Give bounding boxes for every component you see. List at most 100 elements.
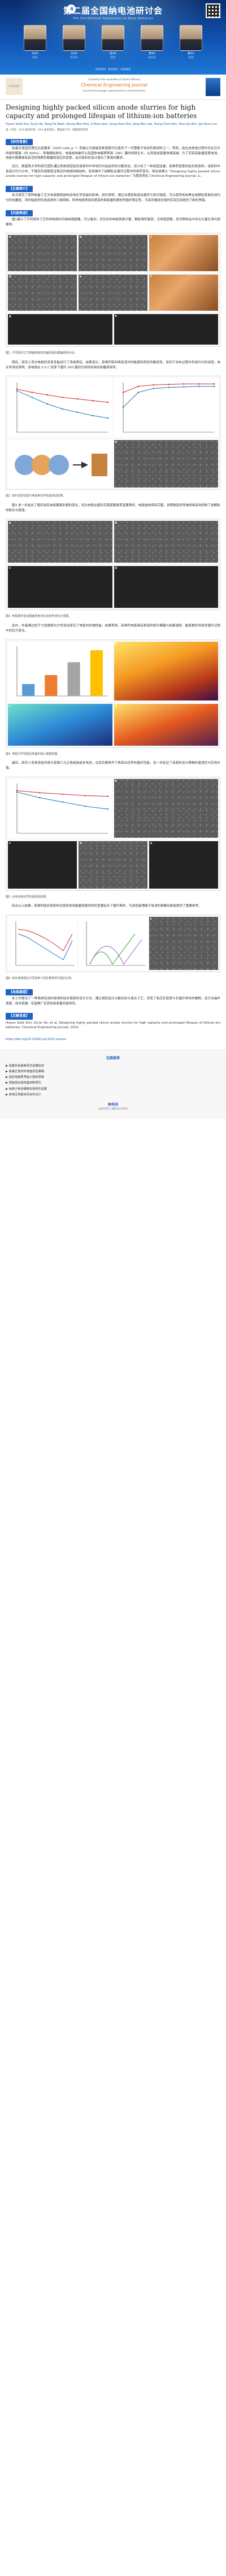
- data-point: [198, 386, 199, 388]
- conference-banner[interactable]: 纳 第二届全国纳电池研讨会 The 2nd National Symposium…: [0, 0, 226, 75]
- rate-chart-svg: [15, 921, 75, 966]
- footer-logo: 纳电池: [107, 1102, 118, 1107]
- impedance-chart-panel: [79, 916, 147, 970]
- journal-line-1: Contents lists available at ScienceDirec…: [88, 79, 141, 81]
- afm-3d-image: b: [114, 641, 218, 700]
- recommended-article-link[interactable]: ▶ 硅基负极最新研究进展综述: [6, 1064, 44, 1068]
- speaker-role: 教授: [110, 56, 116, 59]
- sem-image: b: [114, 521, 218, 563]
- series-line: [123, 386, 214, 408]
- doi-link[interactable]: https://doi.org/10.1016/j.cej.2022.xxxxx…: [6, 1037, 67, 1041]
- data-point: [182, 383, 184, 385]
- sem-image: c: [149, 916, 218, 970]
- figure-1[interactable]: a b c d e f g h: [6, 233, 220, 347]
- paragraph-results-2: 随后，研究人员对电极的流变性能进行了系统表征。结果显示，高堆积浆料具有适中的黏度…: [6, 361, 220, 369]
- data-point: [16, 390, 18, 392]
- sem-image: d: [114, 440, 218, 488]
- speaker-photo: [102, 25, 124, 51]
- recommended-article-link[interactable]: ▶ 高镍正极材料表面改性策略: [6, 1070, 44, 1074]
- data-point: [107, 795, 109, 797]
- data-point: [77, 398, 79, 400]
- speaker-name: 王XX: [71, 52, 77, 55]
- paragraph-results-3: 图3 进一步给出了循环前后电极截面形貌的变化。优化电极在循环后厚度膨胀率显著降低…: [6, 504, 220, 512]
- sem-image: b: [114, 778, 218, 838]
- section-heading-summary: 【总结展望】: [6, 989, 33, 996]
- paragraph-results-4: 此外，作者通过原子力显微镜与力学测试研究了电极的机械性能。结果表明，高堆积电极具…: [6, 624, 220, 633]
- figure-5[interactable]: b c d e: [6, 776, 220, 891]
- data-point: [153, 384, 154, 386]
- speaker-name: 陈XX: [188, 52, 194, 55]
- schematic-panel: [8, 440, 112, 488]
- section-heading-reference: 【文献信息】: [6, 1013, 33, 1020]
- figure-1-caption: 图1. 不同浆料工艺制备电极的表面形貌及截面结构对比。: [6, 351, 77, 355]
- bar-chart-svg: [16, 646, 108, 696]
- banner-footer: 会议时间 · 会议地点 · 扫码报名: [95, 68, 131, 72]
- sem-image: e: [79, 275, 147, 311]
- data-point: [16, 789, 18, 791]
- data-point: [39, 797, 41, 798]
- figure-5-caption: 图5. 全电池电化学性能测试结果。: [6, 895, 49, 899]
- data-point: [62, 397, 63, 398]
- data-point: [92, 415, 94, 417]
- speaker-role: 研究员: [148, 56, 156, 59]
- cross-section-image: c: [8, 841, 77, 889]
- speaker-photo: [141, 25, 163, 51]
- figure-2[interactable]: d: [6, 376, 220, 490]
- recommended-article-link[interactable]: ▶ 锂金属负极枝晶抑制研究: [6, 1081, 41, 1085]
- schematic-svg: [15, 454, 107, 477]
- figure-4[interactable]: b c d: [6, 639, 220, 748]
- speaker-name: 刘XX: [32, 52, 38, 55]
- cross-section-image: e: [149, 841, 218, 889]
- article-page: 纳 第二届全国纳电池研讨会 The 2nd National Symposium…: [0, 0, 226, 1120]
- section-heading-results: 【内容表述】: [6, 210, 33, 216]
- figure-6[interactable]: c: [6, 914, 220, 972]
- data-point: [213, 383, 215, 385]
- paragraph-results-5: 最后，研究人员将该硅负极与高镍三元正极组装成全电池，在高负载条件下表现出优异的循…: [6, 762, 220, 770]
- speaker-card: 刘XX 教授: [21, 25, 49, 60]
- footer-recommendations: 往期推荐 ▶ 硅基负极最新研究进展综述 ▶ 高镍正极材料表面改性策略 ▶ 固态电…: [0, 1050, 226, 1120]
- data-point: [84, 794, 86, 797]
- data-point: [213, 386, 215, 388]
- figure-3[interactable]: a b c d: [6, 519, 220, 611]
- data-point: [122, 391, 124, 394]
- data-point: [107, 402, 109, 403]
- elsevier-logo-icon: ELSEVIER: [6, 78, 23, 95]
- paper-authors: Hyeon Seok Kim, Ka Jin Ko, Sang Ha Baek,…: [6, 123, 218, 126]
- section-heading-intro: 【文章简介】: [6, 186, 33, 193]
- data-point: [46, 394, 48, 396]
- footer-title: 往期推荐: [106, 1056, 120, 1060]
- data-point: [62, 408, 63, 410]
- footer-subtext: 长按识别二维码关注我们: [98, 1107, 128, 1111]
- data-point: [107, 417, 109, 419]
- recommended-article-link[interactable]: ▶ 钠离子电池硬碳负极研究进展: [6, 1087, 47, 1091]
- sem-image: d: [79, 841, 147, 889]
- electrode-photo: f: [149, 275, 218, 311]
- data-point: [182, 386, 184, 388]
- data-point: [16, 791, 18, 793]
- series-line: [16, 390, 108, 419]
- rate-chart-panel: [8, 916, 77, 970]
- journal-line-2: journal homepage: www.elsevier.com/locat…: [83, 89, 145, 93]
- speaker-photo: [24, 25, 46, 51]
- speaker-photo: [63, 25, 85, 51]
- speaker-card: 李XX 研究员: [138, 25, 166, 60]
- data-point: [62, 793, 63, 795]
- recommended-article-link[interactable]: ▶ 高电压电解液添加剂设计: [6, 1093, 41, 1096]
- series-line: [123, 384, 214, 393]
- data-point: [153, 388, 154, 390]
- speaker-name: 张XX: [110, 52, 116, 55]
- data-point: [31, 397, 33, 398]
- sem-image: a: [8, 521, 112, 563]
- qr-code-icon: [206, 3, 220, 18]
- bar-chart-panel: [8, 641, 112, 700]
- figure-3-caption: 图3. 电极循环前后截面厚度变化及结构演化示意图。: [6, 615, 72, 619]
- afm-3d-image: d: [114, 703, 218, 746]
- paper-affiliation: 第一作者：XXX 通讯作者：XXX 通讯单位：韩国某大学，韩国某研究院: [6, 128, 88, 132]
- figure-6-caption: 图6. 高负载电极在不同倍率下的容量表现与阻抗分析。: [6, 976, 75, 980]
- bar: [67, 662, 80, 696]
- bar: [45, 675, 58, 696]
- cross-section-image: g: [8, 314, 112, 345]
- recommended-article-link[interactable]: ▶ 固态电解质界面工程新思路: [6, 1076, 44, 1080]
- cross-section-image: c: [8, 566, 112, 608]
- cross-section-image: d: [114, 566, 218, 608]
